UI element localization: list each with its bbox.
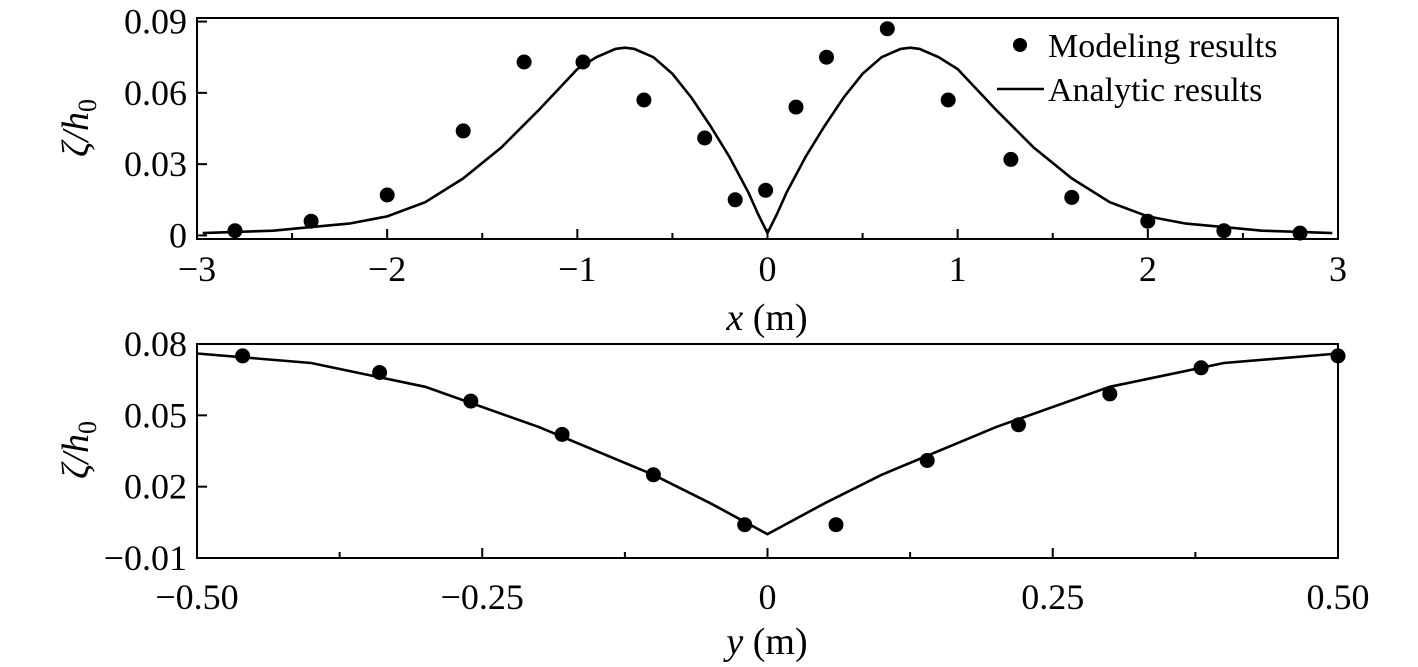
top-x-tick-label: −3 — [178, 249, 216, 289]
top-y-tick-label: 0 — [169, 215, 187, 255]
top-y-axis-ticks: 0 0.03 0.06 0.09 — [124, 2, 207, 255]
top-x-tick-label: 1 — [949, 249, 967, 289]
bottom-y-axis-ticks: −0.01 0.02 0.05 0.08 — [104, 324, 207, 578]
bottom-analytic-curve — [196, 352, 1339, 536]
bottom-y-tick-label: 0.02 — [124, 467, 187, 507]
top-modeling-point — [758, 182, 774, 198]
bottom-x-tick-label: 0 — [759, 577, 777, 617]
top-modeling-point — [879, 21, 895, 37]
legend-label-analytic: Analytic results — [1048, 72, 1262, 109]
top-modeling-point — [379, 187, 395, 203]
bottom-panel: −0.50 −0.25 0 0.25 0.50 −0.01 0.02 0.05 0.08 y … — [55, 324, 1370, 663]
bottom-modeling-point — [235, 348, 251, 364]
bottom-y-tick-label: 0.05 — [124, 395, 187, 435]
top-y-axis-label: ζ/h0 — [55, 99, 102, 157]
top-x-tick-label: −2 — [368, 249, 406, 289]
top-modeling-point — [697, 130, 713, 146]
bottom-y-tick-label: −0.01 — [104, 538, 187, 578]
legend: Modeling results Analytic results — [997, 28, 1277, 109]
top-x-axis-label: x (m) — [725, 297, 807, 339]
top-modeling-point — [1003, 151, 1019, 167]
bottom-modeling-point — [828, 517, 844, 533]
top-modeling-point — [636, 92, 652, 108]
top-x-tick-label: −1 — [558, 249, 596, 289]
bottom-plot-marks — [196, 348, 1346, 536]
legend-label-modeling: Modeling results — [1048, 28, 1277, 65]
bottom-x-axis-label: y (m) — [722, 621, 807, 663]
top-x-axis-ticks: −3 −2 −1 0 1 2 3 — [178, 229, 1347, 289]
top-y-tick-label: 0.03 — [124, 144, 187, 184]
top-x-tick-label: 3 — [1329, 249, 1347, 289]
bottom-x-tick-label: −0.25 — [441, 577, 524, 617]
bottom-x-tick-label: 0.50 — [1307, 577, 1370, 617]
legend-marker-modeling — [1013, 38, 1027, 52]
top-y-tick-label: 0.09 — [124, 2, 187, 42]
top-modeling-point — [516, 54, 532, 70]
bottom-modeling-point — [1102, 386, 1118, 402]
top-x-tick-label: 2 — [1139, 249, 1157, 289]
bottom-y-axis-label: ζ/h0 — [55, 421, 102, 479]
top-x-tick-label: 0 — [759, 249, 777, 289]
bottom-modeling-point — [1330, 348, 1346, 364]
top-modeling-point — [455, 123, 471, 139]
bottom-x-axis-ticks: −0.50 −0.25 0 0.25 0.50 — [155, 548, 1370, 617]
top-modeling-point — [940, 92, 956, 108]
top-y-tick-label: 0.06 — [124, 73, 187, 113]
bottom-y-tick-label: 0.08 — [124, 324, 187, 364]
bottom-x-tick-label: −0.50 — [155, 577, 238, 617]
top-modeling-point — [819, 49, 834, 65]
top-modeling-point — [727, 192, 743, 208]
top-panel: −3 −2 −1 0 1 2 3 0 0.03 0.06 0.09 x (m) ζ/h0 Mode… — [55, 2, 1347, 339]
top-modeling-point — [788, 99, 804, 115]
top-modeling-point — [303, 213, 319, 229]
top-modeling-point — [1064, 189, 1080, 205]
bottom-x-tick-label: 0.25 — [1021, 577, 1084, 617]
top-modeling-point — [575, 54, 591, 70]
